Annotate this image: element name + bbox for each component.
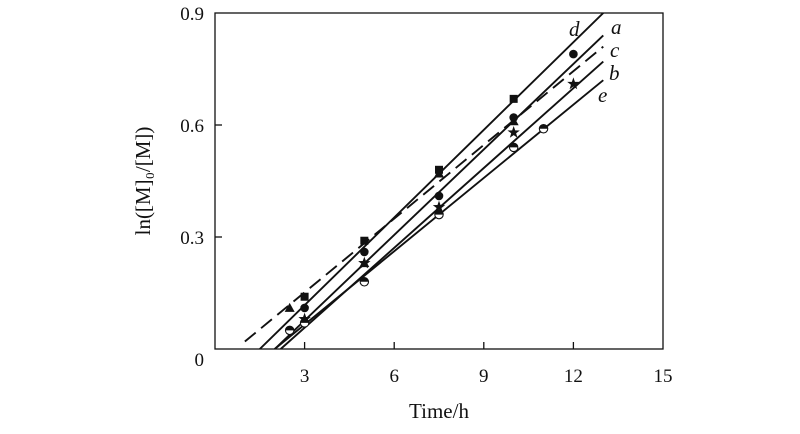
marker-b (507, 125, 520, 138)
marker-a (360, 247, 369, 257)
plot-frame (214, 12, 664, 350)
marker-e (508, 142, 519, 153)
marker-b (432, 200, 446, 213)
marker-a (300, 303, 309, 313)
x-tick-label: 6 (389, 366, 399, 387)
x-axis-label: Time/h (409, 399, 469, 423)
marker-e (359, 277, 370, 287)
marker-d (360, 236, 369, 245)
marker-b (358, 256, 371, 269)
marker-e (299, 318, 310, 328)
series-label-c: c (610, 38, 620, 62)
marker-b (567, 77, 580, 90)
marker-a (434, 191, 444, 201)
y-axis-label: ln([M]₀/[M]) (131, 127, 155, 236)
ticks: 3 6 9 12 15 0 0.3 0.6 0.9 (180, 4, 672, 387)
marker-a (569, 49, 578, 59)
y-tick-label: 0.6 (180, 116, 204, 137)
y-tick-label: 0.9 (180, 4, 204, 25)
marker-c (508, 116, 519, 126)
fit-lines (244, 13, 604, 349)
y-tick-label: 0.3 (180, 228, 204, 249)
series-label-a: a (611, 15, 622, 39)
x-tick-label: 9 (479, 366, 489, 387)
x-tick-label: 12 (564, 366, 583, 387)
marker-d (509, 94, 518, 103)
marker-c (434, 168, 444, 178)
series-label-d: d (569, 17, 580, 41)
marker-c (284, 302, 295, 312)
x-tick-label: 3 (300, 366, 310, 387)
marker-e (284, 325, 295, 336)
y-tick-label: 0 (195, 350, 205, 371)
fit-line-d (259, 13, 604, 349)
x-tick-label: 15 (654, 366, 673, 387)
series-label-e: e (598, 83, 607, 107)
series-label-b: b (609, 61, 620, 85)
marker-e (434, 209, 444, 220)
markers (284, 49, 580, 336)
fit-line-c (244, 45, 604, 343)
marker-d (300, 292, 309, 301)
marker-e (538, 123, 549, 134)
